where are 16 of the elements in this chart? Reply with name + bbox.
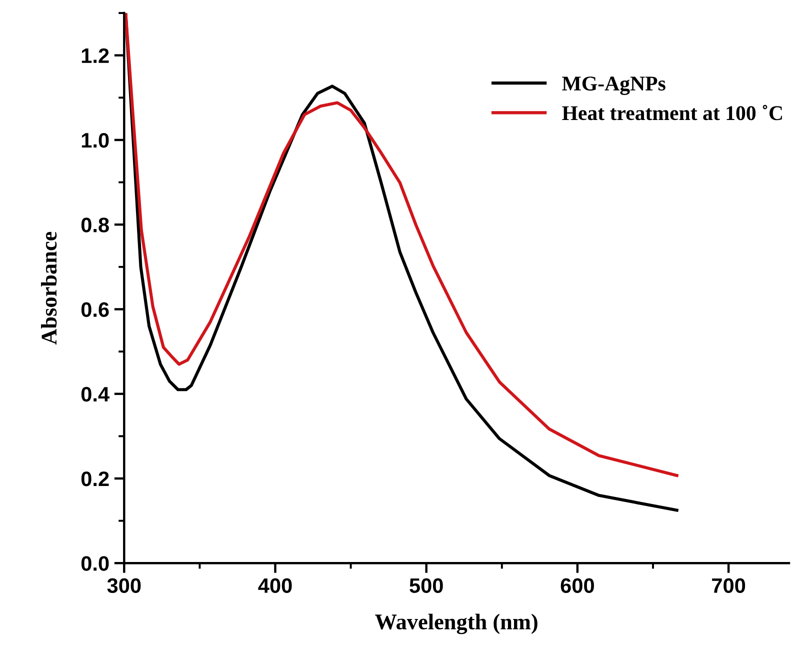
x-axis-title: Wavelength (nm) [375, 614, 538, 634]
y-tick-label: 0.0 [81, 556, 109, 571]
x-tick-label: 400 [258, 578, 292, 593]
x-tick-label: 300 [107, 578, 141, 594]
y-tick-label: 1.2 [82, 48, 109, 63]
legend-label: Heat treatment at 100 ˚C [562, 104, 782, 120]
y-axis-title: Absorbance [41, 232, 57, 345]
y-tick-label: 0.2 [81, 471, 109, 486]
y-tick-label: 0.4 [81, 386, 110, 402]
legend-label: MG-AgNPs [562, 76, 666, 95]
x-tick-label: 700 [712, 578, 746, 593]
x-tick-label: 500 [410, 578, 443, 593]
y-tick-label: 0.6 [81, 302, 109, 317]
y-tick-label: 0.8 [81, 218, 109, 232]
y-tick-label: 1.0 [82, 132, 109, 148]
x-tick-label: 600 [560, 578, 594, 593]
